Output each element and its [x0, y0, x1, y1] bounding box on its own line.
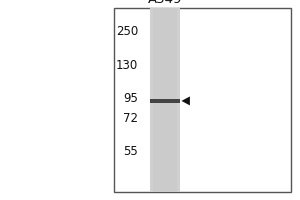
- Polygon shape: [182, 96, 190, 105]
- Bar: [153, 8, 177, 192]
- Bar: [150, 99, 180, 103]
- Text: 250: 250: [116, 25, 138, 38]
- Text: 130: 130: [116, 59, 138, 72]
- Text: 95: 95: [123, 92, 138, 105]
- Bar: [114, 8, 291, 192]
- Bar: [150, 8, 180, 192]
- Text: 72: 72: [123, 112, 138, 125]
- Text: A549: A549: [148, 0, 182, 6]
- Text: 55: 55: [123, 145, 138, 158]
